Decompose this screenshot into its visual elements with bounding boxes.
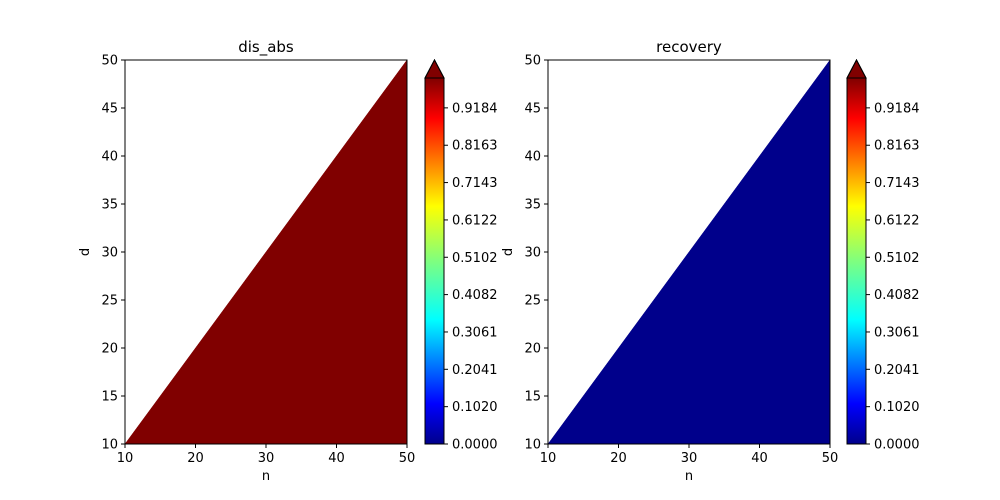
x-tick-label: 50: [399, 451, 416, 466]
y-tick-label: 25: [101, 294, 118, 309]
colorbar-tick-label: 0.9184: [452, 101, 498, 116]
colorbar: 0.0000 0.1020 0.2041 0.3061 0.4082 0.5102 0.61…: [424, 58, 498, 453]
colorbar-tick-label: 0.4082: [874, 288, 920, 303]
y-tick-label: 50: [524, 54, 541, 69]
colorbar-tick-label: 0.0000: [452, 438, 498, 453]
x-tick-label: 20: [187, 451, 204, 466]
colorbar-tick-label: 0.7143: [452, 176, 498, 191]
y-tick-label: 50: [101, 54, 118, 69]
y-tick-label: 35: [524, 198, 541, 213]
colorbar-tick-label: 0.3061: [452, 325, 498, 340]
y-tick-label: 40: [524, 150, 541, 165]
colorbar-tick-label: 0.5102: [452, 251, 498, 266]
colorbar-tick-label: 0.0000: [874, 438, 920, 453]
y-tick-label: 20: [101, 342, 118, 357]
colorbar-tick-label: 0.6122: [452, 213, 498, 228]
chart-panel-recovery: recovery 10 20 30 40 50 10 15 20 25 30 35 40 45 50 n d 0.…: [501, 38, 920, 484]
chart-title: dis_abs: [238, 38, 294, 57]
y-tick-label: 45: [524, 102, 541, 117]
y-tick-label: 10: [524, 438, 541, 453]
y-tick-label: 10: [101, 438, 118, 453]
colorbar-tick-label: 0.9184: [874, 101, 920, 116]
colorbar-tick-label: 0.4082: [452, 288, 498, 303]
colorbar-tick-label: 0.2041: [874, 363, 920, 378]
filled-region: [547, 59, 831, 445]
x-tick-label: 10: [117, 451, 134, 466]
colorbar: 0.0000 0.1020 0.2041 0.3061 0.4082 0.5102 0.61…: [846, 58, 920, 453]
y-tick-label: 45: [101, 102, 118, 117]
chart-title: recovery: [656, 38, 722, 56]
y-tick-label: 30: [524, 246, 541, 261]
colorbar-extend-arrow: [424, 58, 445, 79]
filled-region: [124, 59, 408, 445]
y-tick-label: 30: [101, 246, 118, 261]
colorbar-tick-label: 0.7143: [874, 176, 920, 191]
x-tick-label: 40: [328, 451, 345, 466]
colorbar-tick-label: 0.8163: [874, 139, 920, 154]
colorbar-tick-label: 0.5102: [874, 251, 920, 266]
x-tick-label: 40: [751, 451, 768, 466]
colorbar-gradient: [425, 78, 444, 444]
y-tick-label: 15: [524, 390, 541, 405]
x-axis-label: n: [685, 469, 693, 484]
y-axis-label: d: [78, 248, 93, 256]
y-axis-label: d: [501, 248, 516, 256]
x-tick-label: 50: [822, 451, 839, 466]
x-tick-label: 20: [610, 451, 627, 466]
colorbar-tick-label: 0.8163: [452, 139, 498, 154]
chart-panel-dis_abs: dis_abs 10 20 30 40 50 10 15 20 25 30 35 40 45 50 n d 0.0…: [78, 38, 498, 484]
x-tick-label: 10: [540, 451, 557, 466]
x-tick-label: 30: [258, 451, 275, 466]
x-axis-label: n: [262, 469, 270, 484]
colorbar-tick-label: 0.6122: [874, 213, 920, 228]
y-tick-label: 40: [101, 150, 118, 165]
y-tick-label: 15: [101, 390, 118, 405]
y-tick-label: 25: [524, 294, 541, 309]
y-tick-label: 20: [524, 342, 541, 357]
colorbar-gradient: [847, 78, 866, 444]
colorbar-extend-arrow: [846, 58, 867, 79]
colorbar-tick-label: 0.1020: [874, 400, 920, 415]
x-tick-label: 30: [681, 451, 698, 466]
colorbar-tick-label: 0.3061: [874, 325, 920, 340]
colorbar-tick-label: 0.2041: [452, 363, 498, 378]
y-tick-label: 35: [101, 198, 118, 213]
colorbar-tick-label: 0.1020: [452, 400, 498, 415]
